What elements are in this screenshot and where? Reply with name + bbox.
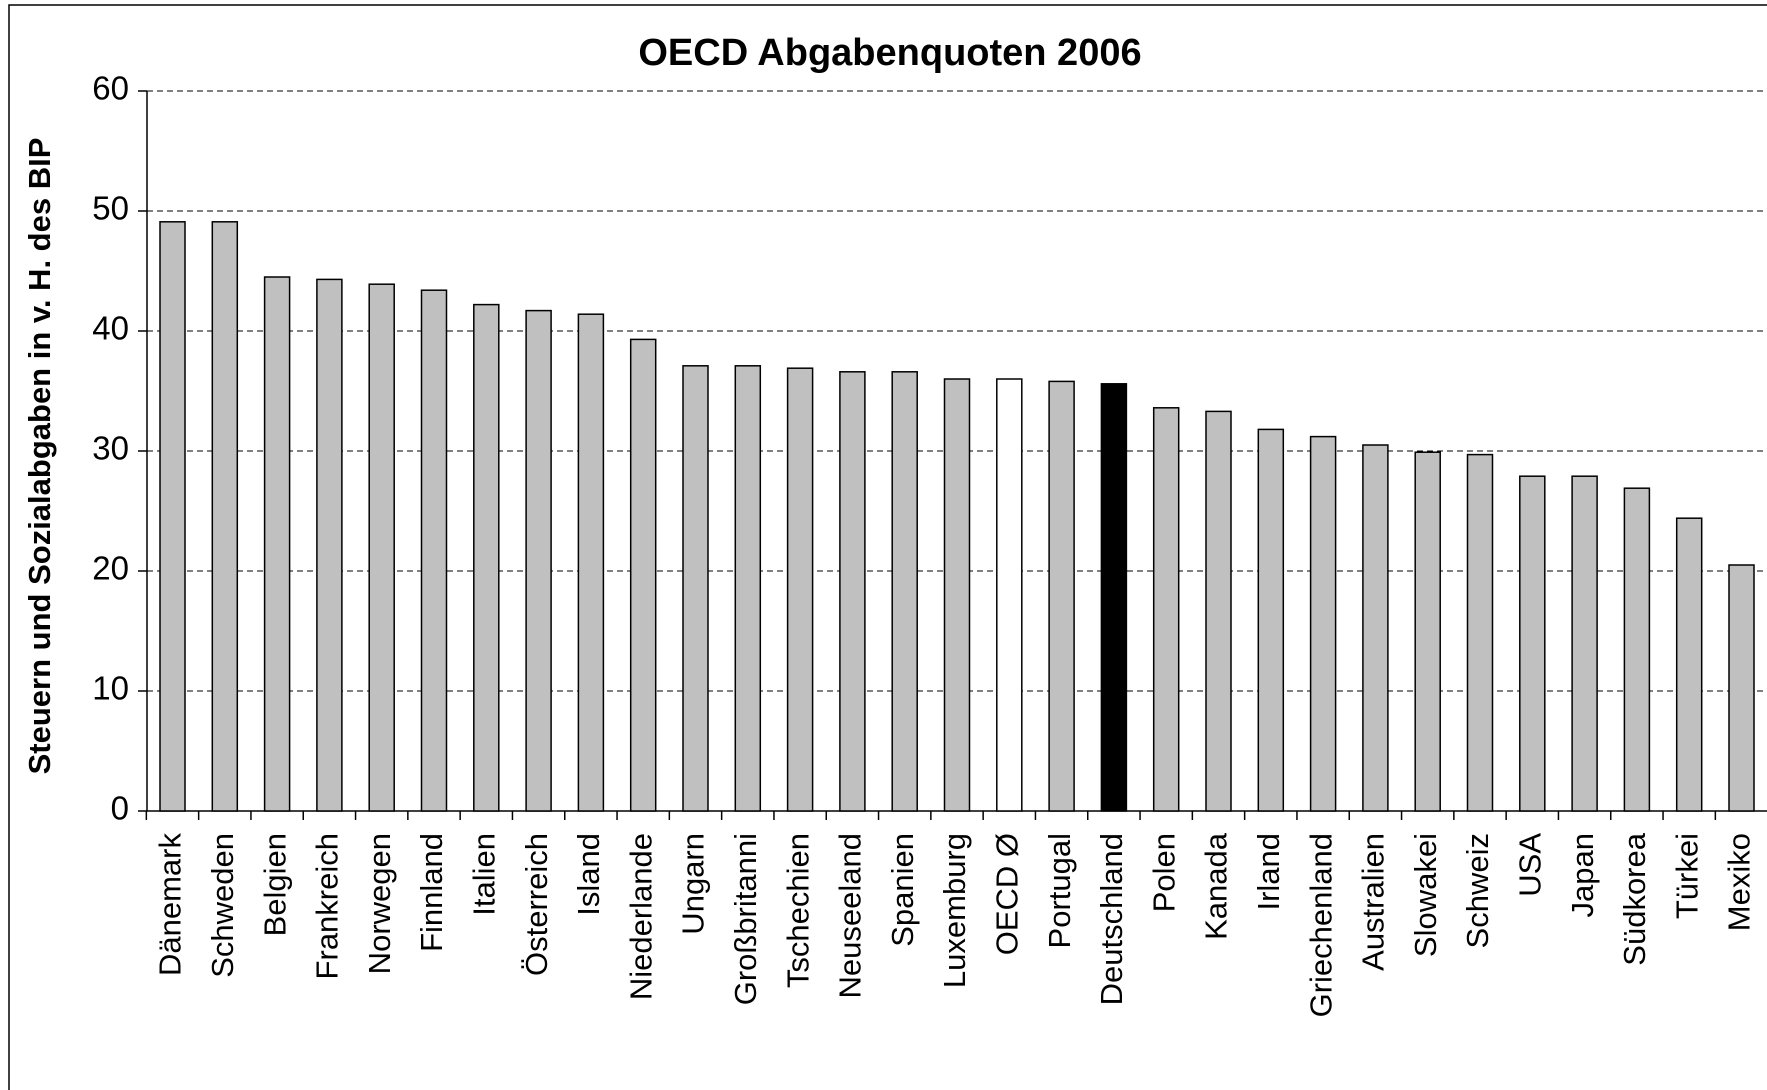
x-tick-label: Irland: [1251, 833, 1286, 911]
x-tick-label: Schweden: [205, 833, 240, 978]
bar: [1414, 451, 1441, 812]
y-tick-label: 30: [92, 430, 129, 467]
bar: [734, 365, 762, 812]
bar: [1519, 475, 1546, 812]
x-tick-label: Niederlande: [623, 833, 658, 1000]
x-tick-label: Luxemburg: [937, 833, 972, 988]
bar: [1309, 435, 1337, 812]
bar: [1571, 475, 1598, 812]
bar: [263, 276, 291, 812]
bar: [1205, 410, 1232, 812]
bar: [1152, 407, 1180, 812]
y-tick-label: 0: [111, 790, 129, 827]
bar: [629, 338, 657, 812]
bar: [1623, 487, 1651, 812]
x-tick-label: Slowakei: [1408, 833, 1443, 957]
bar: [525, 309, 552, 812]
x-tick-label: Spanien: [885, 833, 920, 947]
bar: [159, 221, 186, 812]
bar: [368, 283, 395, 812]
bar: [473, 303, 500, 812]
x-tick-label: USA: [1512, 833, 1547, 897]
bar: [316, 278, 343, 812]
y-tick-label: 60: [92, 70, 129, 107]
bar: [943, 378, 971, 812]
x-tick-label: Deutschland: [1094, 833, 1129, 1005]
x-tick-label: Griechenland: [1303, 833, 1338, 1017]
x-tick-label: Schweiz: [1460, 833, 1495, 948]
x-tick-label: Polen: [1146, 833, 1181, 912]
x-tick-label: Südkorea: [1617, 832, 1652, 965]
x-tick-label: Türkei: [1669, 833, 1704, 919]
bar: [1728, 564, 1755, 812]
x-tick-label: Großbritanni: [728, 833, 763, 1005]
bar: [891, 371, 918, 812]
bar: [1100, 383, 1128, 812]
x-tick-label: Portugal: [1042, 833, 1077, 948]
y-tick-label: 10: [92, 670, 129, 707]
bar: [420, 289, 448, 812]
x-tick-label: Frankreich: [310, 833, 345, 979]
x-tick-label: Belgien: [257, 833, 292, 936]
x-tick-label: Australien: [1356, 833, 1391, 971]
y-tick-label: 50: [92, 190, 129, 227]
y-axis-label: Steuern und Sozialabgaben in v. H. des B…: [22, 138, 57, 775]
bar: [1675, 517, 1703, 812]
bar: [1048, 380, 1075, 812]
x-tick-label: Island: [571, 833, 606, 916]
x-tick-label: Ungarn: [676, 833, 711, 935]
x-tick-label: Italien: [466, 833, 501, 916]
x-tick-label: Neuseeland: [833, 833, 868, 998]
x-tick-label: Dänemark: [153, 833, 188, 976]
y-tick-label: 20: [92, 550, 129, 587]
bar: [577, 313, 605, 812]
x-tick-label: Norwegen: [362, 833, 397, 974]
bar: [682, 365, 709, 812]
bar: [1362, 444, 1389, 812]
x-tick-label: Japan: [1565, 833, 1600, 917]
x-tick-label: OECD Ø: [989, 833, 1024, 955]
x-tick-label: Österreich: [519, 833, 554, 976]
bar: [1257, 428, 1285, 812]
bar: [839, 371, 866, 812]
x-tick-label: Tschechien: [780, 833, 815, 988]
x-tick-label: Kanada: [1199, 832, 1234, 940]
y-tick-label: 40: [92, 310, 129, 347]
chart-title: OECD Abgabenquoten 2006: [638, 32, 1141, 74]
bar: [1466, 453, 1494, 812]
x-tick-label: Finnland: [414, 833, 449, 952]
bar: [211, 221, 239, 812]
bar: [786, 367, 814, 812]
bar: [996, 378, 1023, 812]
x-tick-label: Mexiko: [1722, 833, 1757, 931]
